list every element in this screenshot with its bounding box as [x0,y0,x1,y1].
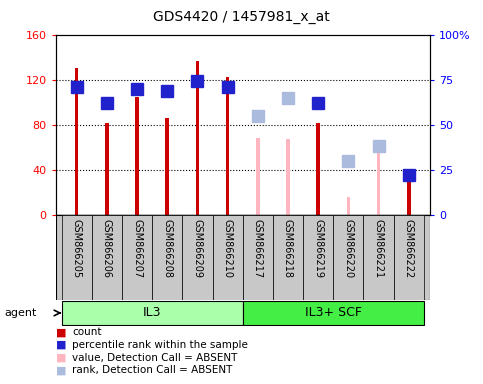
Bar [226,78,229,215]
Bar [62,215,92,300]
Bar [183,215,213,300]
Bar [364,215,394,300]
Bar [196,61,199,215]
Bar [62,301,243,325]
Bar [135,97,139,215]
Bar [303,215,333,300]
Bar [122,215,152,300]
Text: GSM866207: GSM866207 [132,219,142,278]
Bar [273,215,303,300]
Text: GSM866218: GSM866218 [283,219,293,278]
Text: GSM866220: GSM866220 [343,219,354,278]
Text: GSM866222: GSM866222 [404,219,414,278]
Bar [333,215,364,300]
Text: IL3+ SCF: IL3+ SCF [305,306,362,319]
Bar [165,118,169,215]
Text: agent: agent [5,308,37,318]
Text: value, Detection Call = ABSENT: value, Detection Call = ABSENT [72,353,238,362]
Text: ■: ■ [56,340,66,350]
Bar [243,215,273,300]
Text: GSM866219: GSM866219 [313,219,323,278]
Bar [256,138,260,215]
Text: GSM866221: GSM866221 [373,219,384,278]
Bar [316,122,320,215]
Text: ■: ■ [56,365,66,375]
Text: ■: ■ [56,353,66,362]
Text: GSM866206: GSM866206 [102,219,112,278]
Bar [75,68,79,215]
Text: count: count [72,327,102,337]
Bar [377,147,381,215]
Bar [347,197,350,215]
Text: IL3: IL3 [143,306,161,319]
Bar [407,175,411,215]
Bar [92,215,122,300]
Text: GSM866217: GSM866217 [253,219,263,278]
Bar [105,122,109,215]
Bar [152,215,183,300]
Text: rank, Detection Call = ABSENT: rank, Detection Call = ABSENT [72,365,233,375]
Text: GSM866209: GSM866209 [192,219,202,278]
Bar [213,215,243,300]
Bar [286,139,290,215]
Text: GSM866205: GSM866205 [71,219,82,278]
Text: ■: ■ [56,327,66,337]
Bar [394,215,424,300]
Bar [243,301,424,325]
Text: GDS4420 / 1457981_x_at: GDS4420 / 1457981_x_at [153,10,330,23]
Text: percentile rank within the sample: percentile rank within the sample [72,340,248,350]
Text: GSM866210: GSM866210 [223,219,233,278]
Text: GSM866208: GSM866208 [162,219,172,278]
